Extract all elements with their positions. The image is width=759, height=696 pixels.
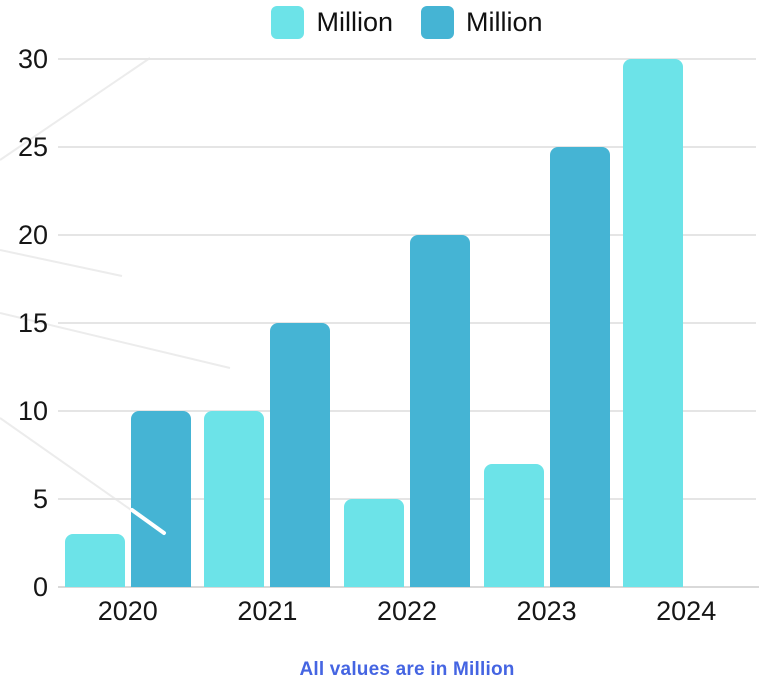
bar-series1-2023 xyxy=(483,463,544,587)
chart-footnote: All values are in Million xyxy=(299,659,515,680)
x-tick-label-2022: 2022 xyxy=(376,596,438,626)
gridline-5 xyxy=(58,498,756,500)
gridline-10 xyxy=(58,410,756,412)
x-tick-label-2021: 2021 xyxy=(237,596,298,626)
y-tick-label-0: 0 xyxy=(32,572,48,602)
legend-swatch-icon xyxy=(271,6,305,39)
y-tick-label-5: 5 xyxy=(32,484,48,514)
gridline-25 xyxy=(58,146,756,148)
y-tick-label-30: 30 xyxy=(17,44,48,74)
legend-label: Million xyxy=(466,7,543,37)
legend-item-2: Million xyxy=(421,6,543,39)
legend-swatch-icon xyxy=(421,6,454,39)
legend-label: Million xyxy=(316,7,393,37)
gridline-30 xyxy=(58,58,756,60)
y-tick-label-25: 25 xyxy=(17,132,48,162)
x-tick-label-2024: 2024 xyxy=(656,596,717,626)
bar-series2-2021 xyxy=(270,323,331,587)
bar-series2-2020 xyxy=(130,411,191,587)
gridline-15 xyxy=(58,322,756,324)
x-axis-line xyxy=(58,586,759,588)
y-tick-label-20: 20 xyxy=(17,220,48,250)
chart-legend: Million Million xyxy=(58,6,756,39)
x-tick-label-2020: 2020 xyxy=(97,596,158,626)
y-tick-label-15: 15 xyxy=(17,308,48,338)
gridline-20 xyxy=(58,234,756,236)
bar-series2-2023 xyxy=(549,147,610,587)
bar-series2-2022 xyxy=(410,235,470,587)
x-tick-label-2023: 2023 xyxy=(516,596,577,626)
legend-item-1: Million xyxy=(271,6,393,39)
bar-series1-2020 xyxy=(64,534,125,587)
y-tick-label-10: 10 xyxy=(17,396,48,426)
bar-series1-2021 xyxy=(204,411,265,587)
bar-series1-2024 xyxy=(623,59,684,587)
bar-series1-2022 xyxy=(344,499,404,587)
